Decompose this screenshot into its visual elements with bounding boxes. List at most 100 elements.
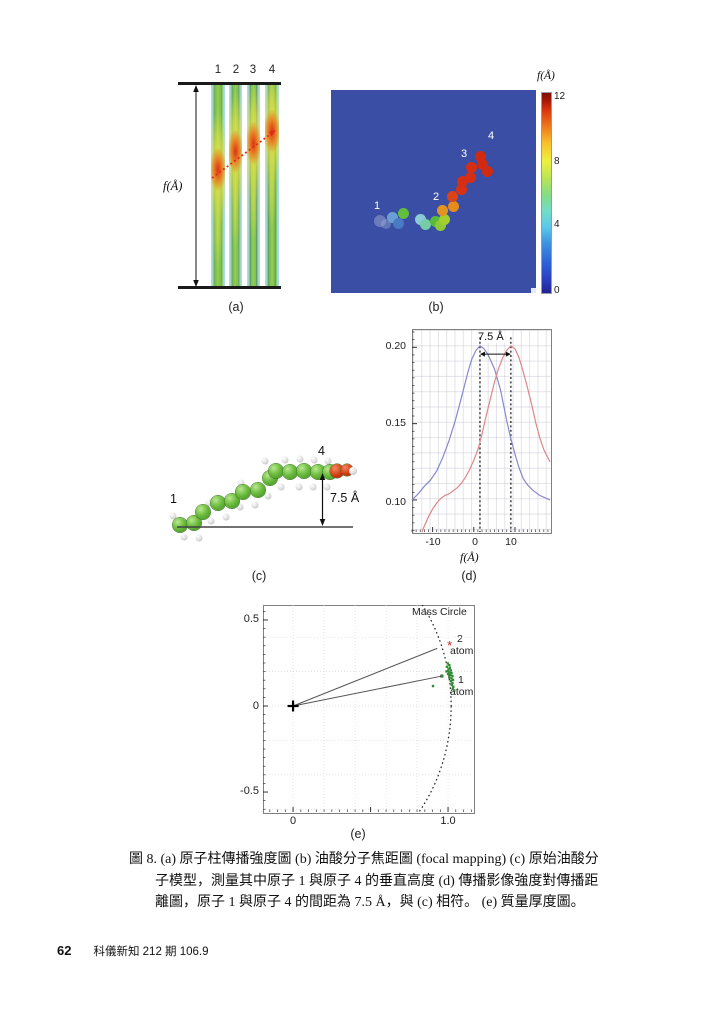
atom-column-stripe-3 [247, 85, 260, 286]
focal-map-dot [438, 213, 450, 225]
hydrogen-atom [295, 483, 303, 491]
colorbar-axis-label: f(Å) [537, 70, 555, 82]
colorbar-tick: 4 [554, 219, 560, 230]
hydrogen-atom [349, 467, 357, 475]
atom-1-word: atom [450, 686, 474, 698]
figure-caption: 圖 8. (a) 原子柱傳播強度圖 (b) 油酸分子焦距圖 (focal map… [129, 849, 607, 914]
atom-2-word: atom [450, 645, 474, 657]
column-label-1: 1 [214, 64, 222, 76]
focal-map-point-label: 4 [487, 130, 495, 142]
hydrogen-atom [251, 501, 259, 509]
x-tick-10: 10 [505, 536, 517, 548]
mass-thickness-plot-svg: * [263, 605, 473, 812]
hydrogen-atom [324, 457, 332, 465]
focal-map-dot [386, 211, 398, 223]
carbon-atom [268, 463, 284, 479]
hydrogen-atom [323, 483, 331, 491]
atom-2-number: 2 [457, 633, 463, 645]
intensity-plot-svg [411, 331, 551, 533]
focal-map-dot [447, 200, 459, 212]
x-tick-0: 0 [289, 815, 297, 827]
column-label-4: 4 [268, 64, 276, 76]
panel-c-label: (c) [251, 569, 267, 583]
field-corner-notch [531, 288, 536, 293]
page-number: 62 [57, 943, 72, 958]
f-axis-label: f(Å) [163, 179, 183, 193]
focal-map-point-label: 3 [460, 148, 468, 160]
page-footer: 62 科儀新知 212 期 106.9 [57, 943, 209, 959]
caption-line-2: 子模型，測量其中原子 1 與原子 4 的垂直高度 (d) 傳播影像強度對傳播距 [155, 873, 599, 889]
x-tick-neg10: -10 [425, 536, 441, 548]
carbon-atom [195, 504, 211, 520]
hydrogen-atom [236, 503, 244, 511]
carbon-atom [210, 495, 226, 511]
hydrogen-atom [261, 457, 269, 465]
x-tick-10: 1.0 [440, 815, 456, 827]
hydrogen-atom [264, 492, 272, 500]
carbon-atom [172, 517, 188, 533]
focal-map-dot [434, 219, 446, 231]
y-tick-neg05: -0.5 [240, 785, 259, 797]
hydrogen-atom [309, 483, 317, 491]
focal-map-dot [392, 217, 404, 229]
hydrogen-atom [169, 512, 177, 520]
hydrogen-atom [205, 499, 213, 507]
focal-map-dot [481, 165, 493, 177]
focal-map-dot [374, 215, 386, 227]
colorbar-tick: 0 [554, 285, 560, 296]
colorbar-tick: 12 [554, 91, 566, 102]
focal-map-field [331, 90, 536, 293]
focal-map-point-label: 2 [432, 191, 440, 203]
carbon-atom [282, 464, 298, 480]
y-tick-015: 0.15 [385, 417, 406, 429]
carbon-atom [224, 493, 240, 509]
focal-map-dot [456, 175, 468, 187]
panel-b-label: (b) [428, 300, 444, 314]
x-axis-label: f(Å) [460, 550, 479, 564]
atom-column-stripe-2 [229, 85, 242, 286]
focal-map-dot [464, 171, 476, 183]
intensity-plot-box [412, 329, 552, 534]
peak-separation-annotation: 7.5 Å [477, 331, 505, 343]
colorbar [541, 92, 552, 294]
x-tick-0: 0 [472, 536, 478, 548]
height-measure-label: 7.5 Å [330, 491, 360, 505]
focal-map-dot [429, 215, 441, 227]
hydrogen-atom [310, 456, 318, 464]
carbon-atom [235, 484, 251, 500]
svg-text:*: * [447, 638, 452, 653]
y-tick-05: 0.5 [243, 613, 259, 625]
atom-column-stripe-1 [211, 85, 225, 286]
focal-map-dot [419, 218, 431, 230]
bottom-boundary-bar [178, 286, 281, 289]
atom-1-label: 1 [170, 492, 177, 506]
caption-line-3: 離圖，原子 1 與原子 4 的間距為 7.5 Å，與 (c) 相符。 (e) 質… [155, 895, 585, 910]
panel-e-label: (e) [350, 827, 366, 841]
hydrogen-atom [237, 479, 245, 487]
focal-map-dot [381, 219, 391, 229]
mass-circle-label: Mass Circle [412, 606, 467, 618]
hydrogen-atom [281, 456, 289, 464]
hydrogen-atom [277, 483, 285, 491]
mass-thickness-plot-box [263, 605, 475, 814]
y-tick-010: 0.10 [385, 496, 406, 508]
focal-map-dot [455, 183, 467, 195]
atom-4-label: 4 [318, 444, 325, 458]
column-label-3: 3 [249, 64, 257, 76]
y-tick-020: 0.20 [385, 340, 406, 352]
focal-map-dot [446, 190, 458, 202]
focal-map-dot [474, 150, 486, 162]
oxygen-atom [330, 464, 344, 478]
focal-map-dot [414, 213, 426, 225]
focal-map-dot [436, 204, 448, 216]
focal-map-point-label: 1 [373, 200, 381, 212]
panel-a-label: (a) [228, 300, 244, 314]
hydrogen-atom [222, 513, 230, 521]
focal-map-dot [465, 161, 477, 173]
journal-info: 科儀新知 212 期 106.9 [93, 946, 209, 958]
focal-map-dot [397, 207, 409, 219]
carbon-atom [296, 463, 312, 479]
atom-column-stripe-4 [265, 85, 279, 286]
hydrogen-atom [207, 517, 215, 525]
